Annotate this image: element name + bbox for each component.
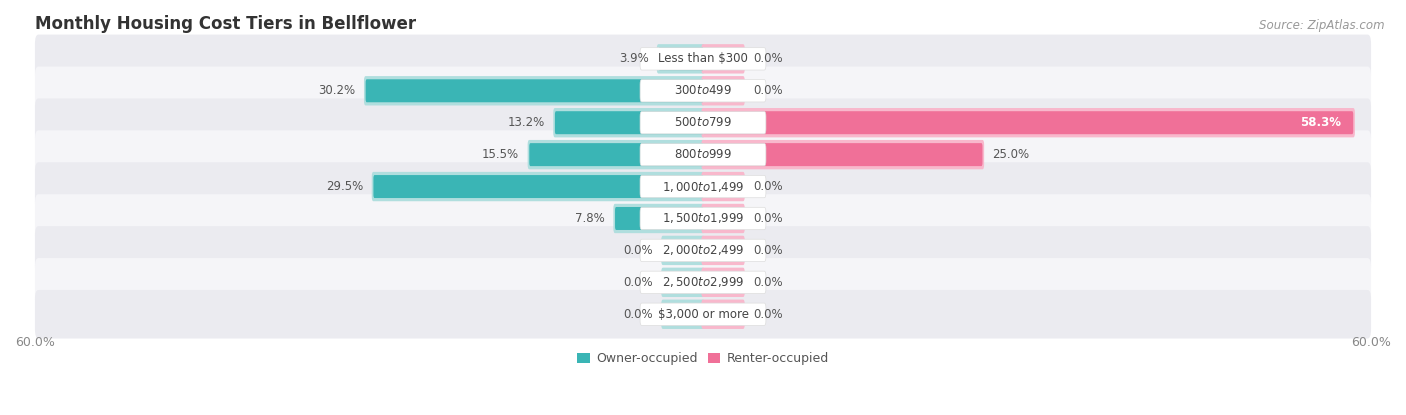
Text: 29.5%: 29.5% <box>326 180 363 193</box>
Text: 7.8%: 7.8% <box>575 212 605 225</box>
Text: $1,000 to $1,499: $1,000 to $1,499 <box>662 180 744 193</box>
Text: Source: ZipAtlas.com: Source: ZipAtlas.com <box>1260 19 1385 32</box>
FancyBboxPatch shape <box>661 300 704 329</box>
FancyBboxPatch shape <box>702 76 745 105</box>
FancyBboxPatch shape <box>366 79 703 102</box>
Text: 30.2%: 30.2% <box>319 84 356 97</box>
FancyBboxPatch shape <box>640 48 766 70</box>
FancyBboxPatch shape <box>702 44 745 73</box>
Text: 3.9%: 3.9% <box>619 52 648 65</box>
FancyBboxPatch shape <box>702 300 745 329</box>
FancyBboxPatch shape <box>703 111 1353 134</box>
Text: 0.0%: 0.0% <box>623 308 652 321</box>
FancyBboxPatch shape <box>658 47 703 71</box>
FancyBboxPatch shape <box>661 268 704 297</box>
Text: $1,500 to $1,999: $1,500 to $1,999 <box>662 212 744 225</box>
FancyBboxPatch shape <box>661 236 704 265</box>
FancyBboxPatch shape <box>527 140 704 169</box>
Text: 0.0%: 0.0% <box>623 244 652 257</box>
Legend: Owner-occupied, Renter-occupied: Owner-occupied, Renter-occupied <box>572 347 834 370</box>
FancyBboxPatch shape <box>702 140 984 169</box>
FancyBboxPatch shape <box>702 236 745 265</box>
FancyBboxPatch shape <box>35 162 1371 211</box>
FancyBboxPatch shape <box>35 130 1371 179</box>
FancyBboxPatch shape <box>640 208 766 229</box>
FancyBboxPatch shape <box>657 44 704 73</box>
FancyBboxPatch shape <box>35 258 1371 307</box>
Text: 0.0%: 0.0% <box>754 212 783 225</box>
Text: 0.0%: 0.0% <box>754 180 783 193</box>
FancyBboxPatch shape <box>35 226 1371 275</box>
Text: 0.0%: 0.0% <box>754 52 783 65</box>
FancyBboxPatch shape <box>364 76 704 105</box>
Text: 58.3%: 58.3% <box>1301 116 1341 129</box>
Text: 0.0%: 0.0% <box>623 276 652 289</box>
Text: Less than $300: Less than $300 <box>658 52 748 65</box>
FancyBboxPatch shape <box>640 144 766 166</box>
FancyBboxPatch shape <box>555 111 703 134</box>
FancyBboxPatch shape <box>640 239 766 261</box>
FancyBboxPatch shape <box>614 207 703 230</box>
Text: $2,500 to $2,999: $2,500 to $2,999 <box>662 275 744 289</box>
FancyBboxPatch shape <box>702 172 745 201</box>
FancyBboxPatch shape <box>35 34 1371 83</box>
Text: 0.0%: 0.0% <box>754 244 783 257</box>
Text: $800 to $999: $800 to $999 <box>673 148 733 161</box>
Text: $3,000 or more: $3,000 or more <box>658 308 748 321</box>
FancyBboxPatch shape <box>640 176 766 198</box>
FancyBboxPatch shape <box>640 80 766 102</box>
FancyBboxPatch shape <box>371 172 704 201</box>
Text: $500 to $799: $500 to $799 <box>673 116 733 129</box>
Text: 15.5%: 15.5% <box>482 148 519 161</box>
FancyBboxPatch shape <box>35 194 1371 243</box>
FancyBboxPatch shape <box>35 290 1371 339</box>
Text: 0.0%: 0.0% <box>754 308 783 321</box>
FancyBboxPatch shape <box>374 175 703 198</box>
Text: 0.0%: 0.0% <box>754 276 783 289</box>
Text: $2,000 to $2,499: $2,000 to $2,499 <box>662 244 744 257</box>
FancyBboxPatch shape <box>35 98 1371 147</box>
Text: $300 to $499: $300 to $499 <box>673 84 733 97</box>
FancyBboxPatch shape <box>640 271 766 293</box>
FancyBboxPatch shape <box>640 303 766 325</box>
FancyBboxPatch shape <box>702 108 1355 137</box>
FancyBboxPatch shape <box>553 108 704 137</box>
FancyBboxPatch shape <box>529 143 703 166</box>
FancyBboxPatch shape <box>640 112 766 134</box>
Text: Monthly Housing Cost Tiers in Bellflower: Monthly Housing Cost Tiers in Bellflower <box>35 15 416 33</box>
FancyBboxPatch shape <box>703 143 983 166</box>
Text: 25.0%: 25.0% <box>993 148 1029 161</box>
Text: 13.2%: 13.2% <box>508 116 546 129</box>
Text: 0.0%: 0.0% <box>754 84 783 97</box>
FancyBboxPatch shape <box>702 268 745 297</box>
FancyBboxPatch shape <box>613 204 704 233</box>
FancyBboxPatch shape <box>702 204 745 233</box>
FancyBboxPatch shape <box>35 66 1371 115</box>
